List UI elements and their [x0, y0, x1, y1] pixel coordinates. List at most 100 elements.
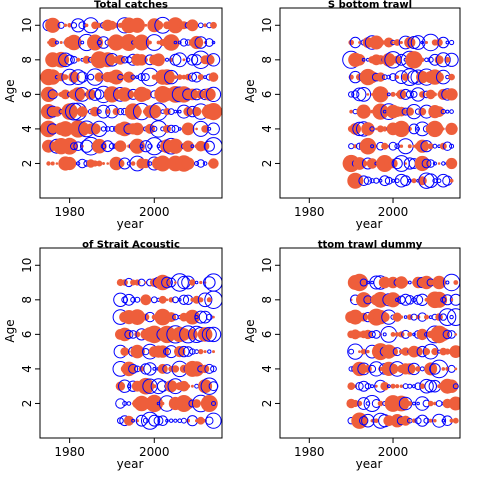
bubble-negative [407, 383, 413, 389]
bubble-positive [377, 125, 384, 133]
bubble-positive [152, 53, 165, 67]
bubble-negative [109, 125, 115, 132]
panel-3: of Strait Acoustic 1980 2000 2 4 6 8 10 year Age [3, 240, 223, 471]
bubble-positive [433, 419, 437, 423]
bubble-positive [154, 155, 171, 172]
bubble-positive [165, 380, 178, 393]
bubble-negative [438, 308, 457, 327]
bubble-negative [394, 143, 401, 149]
bubble-negative [194, 383, 200, 389]
bubble-positive [351, 399, 359, 408]
bubble-positive [448, 396, 460, 411]
bubble-negative [118, 379, 132, 393]
y-tick-label: 2 [260, 400, 274, 408]
bubble-positive [186, 88, 199, 101]
bubble-negative [432, 413, 447, 428]
bubble-positive [166, 312, 177, 323]
y-tick-label: 2 [20, 160, 34, 168]
bubble-negative [207, 122, 220, 136]
bubble-positive [199, 280, 203, 285]
panel-title: ttom trawl dummy [318, 240, 423, 251]
bubble-positive [208, 158, 219, 169]
bubble-positive [171, 365, 180, 373]
bubble-positive [407, 331, 413, 337]
y-tick-label: 4 [20, 125, 34, 133]
bubble-positive [366, 93, 370, 96]
bubble-positive [401, 347, 410, 356]
bubble-negative [187, 72, 197, 82]
bubble-negative [206, 53, 221, 67]
bubble-positive [204, 54, 215, 66]
bubble-positive [55, 162, 59, 165]
bubble-positive [105, 109, 110, 114]
bubble-positive [129, 17, 145, 33]
bubble-positive [393, 120, 410, 138]
bubble-negative [386, 74, 392, 80]
bubble-negative [371, 330, 381, 339]
y-tick-label: 10 [20, 18, 34, 33]
bubble-positive [197, 327, 213, 342]
plot-frame [39, 247, 223, 439]
bubble-negative [122, 293, 135, 306]
bubble-negative [70, 142, 78, 151]
y-tick-label: 4 [20, 365, 34, 373]
bubble-negative [446, 308, 460, 326]
bubble-negative [196, 159, 206, 168]
bubble-positive [375, 72, 386, 82]
bubble-positive [181, 122, 195, 136]
bubble-positive [347, 172, 364, 189]
bubble-positive [138, 22, 145, 28]
bubble-negative [197, 292, 213, 308]
bubble-positive [392, 312, 402, 322]
bubble-negative [366, 280, 370, 285]
bubble-negative [207, 126, 212, 131]
bubble-positive [167, 138, 183, 154]
bubble-negative [394, 178, 400, 184]
bubble-negative [359, 278, 368, 287]
y-tick-label: 6 [260, 91, 274, 99]
bubble-negative [181, 417, 187, 424]
bubble-positive [454, 333, 458, 336]
bubble-negative [165, 418, 169, 423]
panel-title: of Strait Acoustic [82, 240, 180, 251]
bubble-negative [426, 159, 436, 168]
bubble-negative [203, 140, 215, 152]
bubble-negative [382, 109, 387, 114]
bubble-positive [178, 380, 190, 392]
bubble-positive [399, 315, 404, 319]
bubble-negative [449, 143, 455, 149]
bubble-negative [210, 365, 217, 373]
bubble-positive [191, 384, 194, 388]
bubble-positive [201, 125, 209, 133]
bubble-negative [427, 56, 434, 63]
bubble-negative [58, 52, 73, 68]
bubble-positive [148, 40, 152, 45]
bubble-negative [204, 273, 222, 292]
bubble-positive [174, 281, 177, 284]
bubble-negative [77, 158, 88, 169]
bubble-negative [139, 140, 152, 153]
bubble-positive [419, 275, 434, 290]
bubble-positive [366, 109, 370, 114]
bubble-negative [141, 73, 150, 82]
bubble-positive [395, 384, 400, 389]
bubble-positive [444, 348, 451, 355]
bubble-positive [161, 401, 165, 406]
bubble-positive [360, 348, 367, 355]
bubble-positive [453, 280, 459, 285]
bubble-negative [194, 161, 200, 166]
bubble-positive [138, 126, 145, 132]
bubble-positive [40, 104, 57, 120]
bubble-negative [116, 108, 125, 116]
bubble-positive [114, 140, 127, 152]
y-tick-label: 10 [260, 18, 274, 33]
bubble-negative [444, 52, 459, 67]
y-tick-label: 10 [20, 258, 34, 273]
bubble-positive [419, 383, 426, 390]
y-tick-label: 6 [20, 331, 34, 339]
y-tick-label: 8 [20, 56, 34, 64]
bubble-negative [131, 418, 136, 423]
bubble-positive [405, 51, 423, 69]
bubble-positive [131, 122, 144, 136]
